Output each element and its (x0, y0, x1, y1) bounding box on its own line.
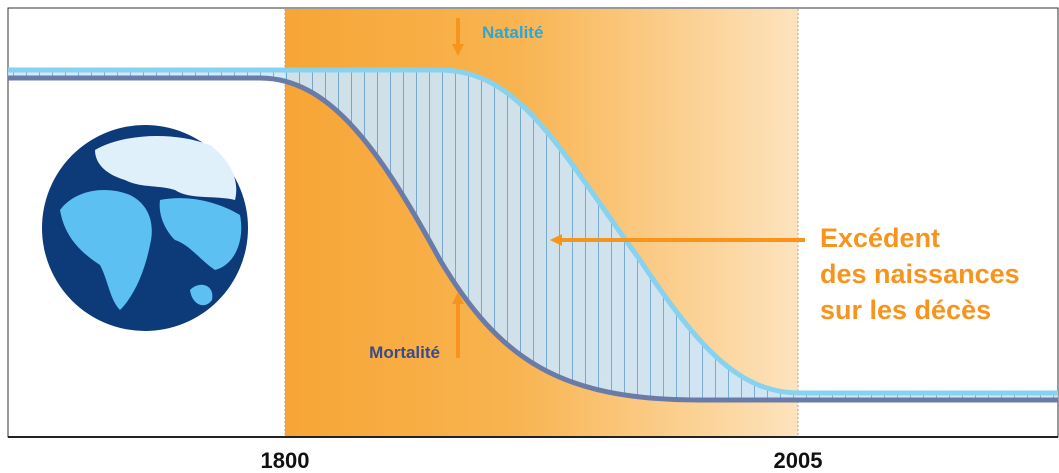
birth-curve (8, 67, 1058, 396)
year-label: 1800 (261, 448, 310, 473)
surplus-label: Excédent (820, 223, 940, 253)
globe (42, 125, 248, 331)
birth-label: Natalité (482, 23, 543, 42)
surplus-label: sur les décès (820, 295, 991, 325)
mortality-curve (8, 75, 1058, 403)
surplus-label: des naissances (820, 259, 1020, 289)
surplus-area (8, 70, 1058, 400)
year-label: 2005 (774, 448, 823, 473)
death-label: Mortalité (369, 343, 440, 362)
